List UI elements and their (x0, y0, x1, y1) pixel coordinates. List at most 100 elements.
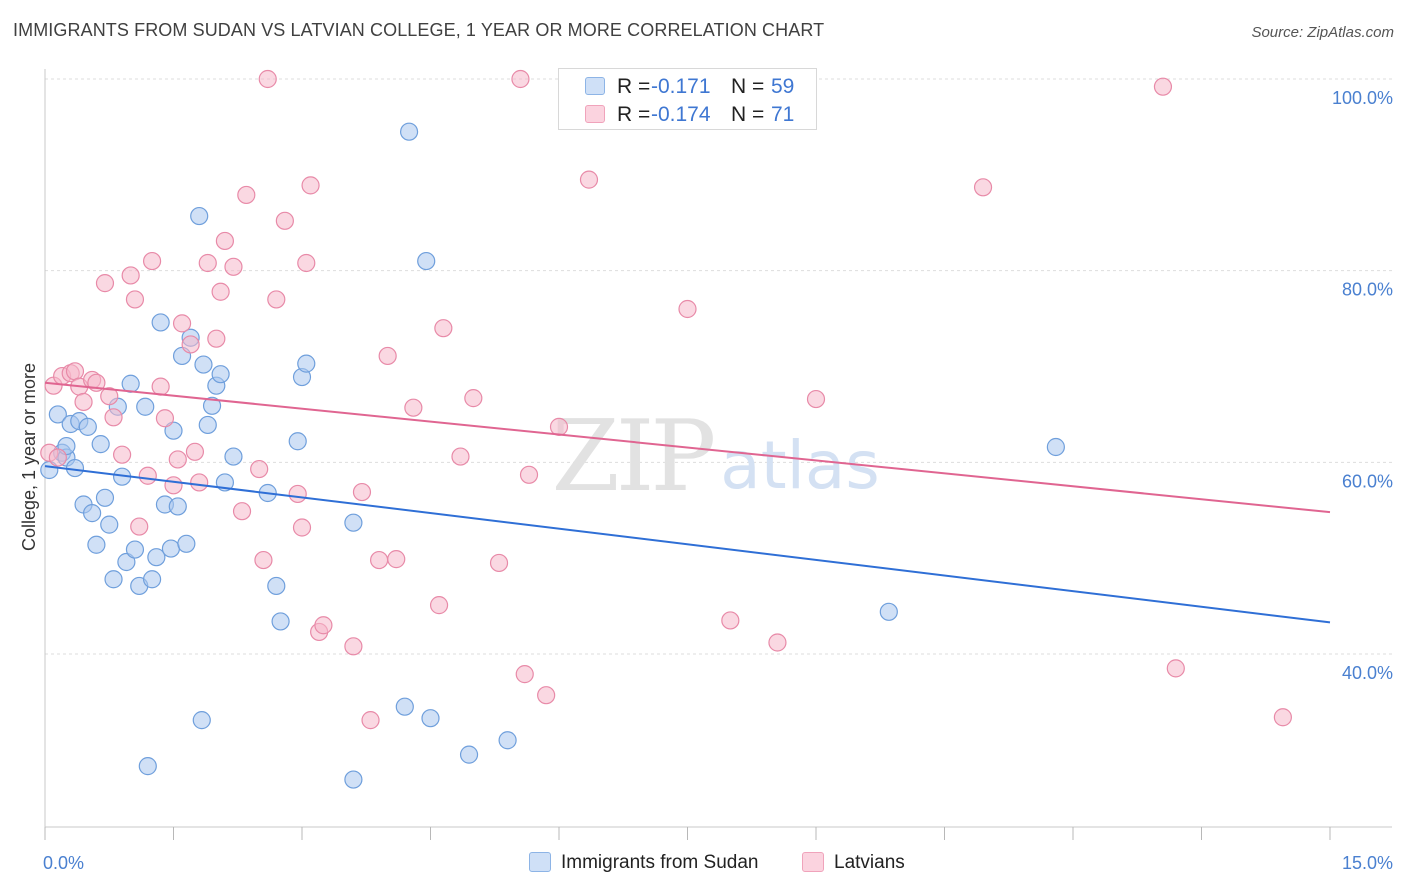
point-sudan (125, 540, 145, 559)
point-latvians (207, 329, 226, 348)
point-latvians (1166, 659, 1185, 678)
point-latvians (48, 448, 67, 467)
point-sudan (194, 355, 213, 374)
r-label: R = (617, 75, 651, 98)
point-sudan (117, 552, 136, 572)
point-latvians (434, 319, 453, 338)
r-value: -0.174 (651, 103, 711, 126)
point-latvians (678, 299, 697, 319)
point-latvians (464, 389, 483, 408)
point-sudan (48, 405, 67, 424)
point-latvians (211, 282, 230, 301)
watermark-atlas: atlas (720, 427, 880, 504)
point-latvians (250, 459, 269, 479)
point-latvians (155, 409, 175, 428)
y-tick-label: 100.0% (1332, 88, 1393, 108)
latvians-swatch (585, 105, 605, 123)
point-latvians (275, 211, 294, 230)
point-latvians (314, 616, 333, 635)
point-latvians (232, 502, 252, 521)
point-latvians (361, 711, 380, 730)
point-latvians (185, 442, 205, 461)
point-latvians (237, 185, 256, 205)
stats-row-sudan: R = -0.171 N = 59 (559, 72, 818, 100)
point-latvians (1273, 708, 1292, 727)
point-sudan (224, 447, 243, 466)
latvians-legend-swatch (802, 852, 824, 872)
point-latvians (100, 387, 119, 406)
point-sudan (267, 576, 286, 596)
y-tick-label: 40.0% (1342, 663, 1393, 683)
point-latvians (215, 231, 234, 251)
point-latvians (297, 253, 316, 273)
point-sudan (164, 421, 183, 440)
n-value: 71 (771, 103, 795, 126)
point-latvians (125, 290, 145, 309)
point-latvians (378, 346, 397, 366)
sudan-legend-swatch (529, 852, 551, 872)
point-latvians (344, 637, 363, 656)
point-latvians (181, 335, 200, 354)
point-latvians (721, 611, 740, 630)
point-sudan (100, 515, 119, 534)
point-sudan (138, 757, 157, 776)
point-latvians (288, 484, 307, 504)
point-sudan (417, 251, 436, 271)
point-sudan (91, 435, 110, 454)
point-latvians (254, 550, 273, 570)
r-value: -0.171 (651, 75, 711, 98)
point-latvians (806, 389, 826, 409)
y-tick-label: 60.0% (1342, 471, 1393, 491)
point-latvians (768, 633, 787, 652)
point-latvians (121, 266, 140, 285)
point-sudan (142, 570, 162, 589)
legend-label-sudan: Immigrants from Sudan (561, 852, 759, 873)
point-latvians (404, 398, 423, 417)
point-latvians (451, 447, 470, 466)
point-sudan (344, 513, 363, 532)
axes-layer (44, 69, 1392, 840)
point-latvians (519, 465, 539, 484)
point-latvians (172, 314, 192, 333)
point-latvians (511, 69, 530, 89)
point-sudan (395, 697, 414, 716)
x-tick-label: 0.0% (43, 853, 84, 873)
point-sudan (78, 417, 97, 436)
point-sudan (399, 122, 419, 141)
n-value: 59 (771, 75, 795, 98)
point-sudan (288, 432, 307, 451)
point-latvians (104, 408, 123, 427)
trend-line-latvians (44, 381, 1331, 514)
point-sudan (95, 488, 115, 507)
trend-line-sudan (44, 465, 1331, 624)
point-latvians (549, 417, 569, 436)
point-latvians (151, 377, 170, 396)
point-latvians (130, 517, 149, 536)
point-sudan (344, 770, 363, 789)
point-latvians (142, 251, 162, 271)
point-latvians (579, 170, 599, 189)
y-tick-label: 80.0% (1342, 280, 1393, 300)
point-latvians (198, 253, 217, 273)
stats-row-latvians: R = -0.174 N = 71 (559, 100, 818, 128)
point-sudan (421, 709, 440, 728)
point-sudan (271, 612, 290, 631)
point-latvians (292, 518, 312, 537)
point-latvians (65, 362, 85, 381)
stats-legend: R = -0.171 N = 59 R = -0.174 N = 71 (558, 68, 817, 130)
legend-item-sudan: Immigrants from Sudan (529, 852, 758, 874)
tick-label-layer: 40.0% 60.0% 80.0% 100.0% 0.0% 15.0% (43, 88, 1393, 873)
point-latvians (138, 466, 157, 485)
source-label: Source: ZipAtlas.com (1251, 24, 1394, 41)
point-latvians (258, 69, 277, 89)
point-sudan (87, 535, 106, 554)
point-latvians (267, 290, 286, 309)
point-sudan (151, 313, 170, 332)
point-latvians (112, 445, 132, 464)
point-latvians (74, 392, 93, 412)
point-sudan (147, 548, 166, 567)
point-sudan (136, 397, 155, 416)
point-sudan (168, 497, 187, 516)
legend-label-latvians: Latvians (834, 852, 905, 873)
